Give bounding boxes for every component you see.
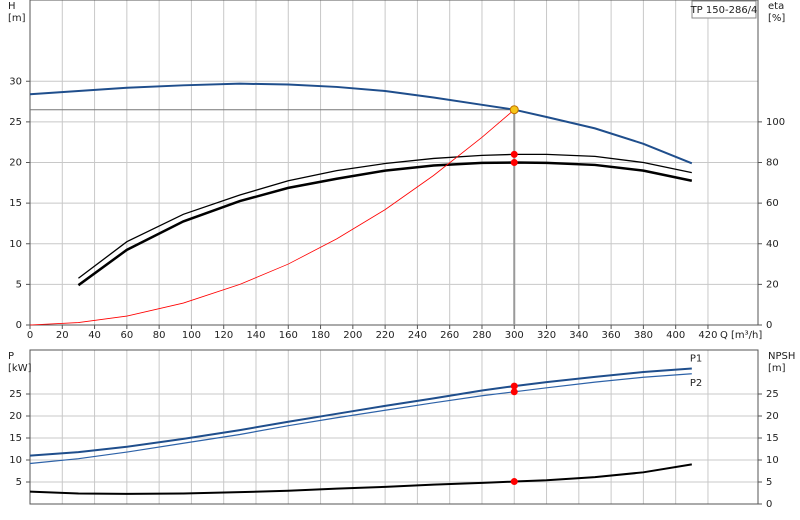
series-line xyxy=(29,463,692,495)
chart-title: TP 150-286/4 xyxy=(690,5,758,16)
y-tick-label: 20 xyxy=(9,158,22,169)
series-line xyxy=(29,373,692,465)
y2-axis-unit: [%] xyxy=(768,13,785,24)
x-tick-label: 40 xyxy=(88,330,101,341)
series-line xyxy=(78,153,692,279)
point-marker xyxy=(510,150,518,158)
y2-tick-label: 40 xyxy=(766,239,779,250)
point-marker xyxy=(510,388,518,396)
y-tick-label: 30 xyxy=(9,76,22,87)
series-label: P2 xyxy=(690,378,702,389)
x-tick-label: 400 xyxy=(666,330,685,341)
x-tick-label: 60 xyxy=(120,330,133,341)
x-tick-label: 340 xyxy=(569,330,588,341)
x-tick-label: 220 xyxy=(376,330,395,341)
x-tick-label: 380 xyxy=(634,330,653,341)
series-line xyxy=(29,109,515,326)
x-tick-label: 140 xyxy=(246,330,265,341)
series-line xyxy=(29,82,693,165)
y2-tick-label: 0 xyxy=(766,320,772,331)
y2-tick-label: 15 xyxy=(766,433,779,444)
y2-tick-label: 80 xyxy=(766,158,779,169)
x-tick-label: 420 xyxy=(698,330,717,341)
x-tick-label: 160 xyxy=(279,330,298,341)
x-tick-label: 240 xyxy=(408,330,427,341)
plot-frame xyxy=(29,349,759,505)
y-axis-unit: [kW] xyxy=(8,363,32,374)
x-tick-label: 180 xyxy=(311,330,330,341)
x-axis-label: Q [m³/h] xyxy=(720,330,762,341)
x-tick-label: 260 xyxy=(440,330,459,341)
y-tick-label: 5 xyxy=(16,279,22,290)
x-tick-label: 100 xyxy=(182,330,201,341)
y-axis-label: H xyxy=(8,1,16,12)
y-tick-label: 15 xyxy=(9,198,22,209)
point-marker xyxy=(510,382,518,390)
y-axis-unit: [m] xyxy=(8,13,26,24)
y2-tick-label: 20 xyxy=(766,411,779,422)
y2-tick-label: 25 xyxy=(766,389,779,400)
point-marker xyxy=(510,478,518,486)
x-tick-label: 0 xyxy=(27,330,33,341)
y2-tick-label: 60 xyxy=(766,198,779,209)
y-tick-label: 15 xyxy=(9,433,22,444)
y-tick-label: 10 xyxy=(9,455,22,466)
y-tick-label: 25 xyxy=(9,389,22,400)
y2-axis-label: NPSH xyxy=(768,351,795,362)
series-line xyxy=(29,367,692,457)
series-label: P1 xyxy=(690,353,702,364)
y-axis-label: P xyxy=(8,351,14,362)
y2-axis-unit: [m] xyxy=(768,363,786,374)
x-tick-label: 300 xyxy=(505,330,524,341)
title-box xyxy=(691,0,757,19)
y2-tick-label: 10 xyxy=(766,455,779,466)
y2-axis-label: eta xyxy=(768,1,784,12)
x-tick-label: 280 xyxy=(472,330,491,341)
x-tick-label: 200 xyxy=(343,330,362,341)
x-tick-label: 120 xyxy=(214,330,233,341)
y2-tick-label: 5 xyxy=(766,477,772,488)
y2-tick-label: 100 xyxy=(766,117,785,128)
y-tick-label: 20 xyxy=(9,411,22,422)
x-tick-label: 20 xyxy=(56,330,69,341)
x-tick-label: 360 xyxy=(602,330,621,341)
y-tick-label: 0 xyxy=(16,320,22,331)
duty-point xyxy=(509,105,519,115)
x-tick-label: 80 xyxy=(153,330,166,341)
y2-tick-label: 20 xyxy=(766,279,779,290)
y-tick-label: 25 xyxy=(9,117,22,128)
y-tick-label: 10 xyxy=(9,239,22,250)
x-tick-label: 320 xyxy=(537,330,556,341)
y-tick-label: 5 xyxy=(16,477,22,488)
y2-tick-label: 0 xyxy=(766,499,772,510)
series-line xyxy=(77,161,693,287)
point-marker xyxy=(510,159,518,166)
